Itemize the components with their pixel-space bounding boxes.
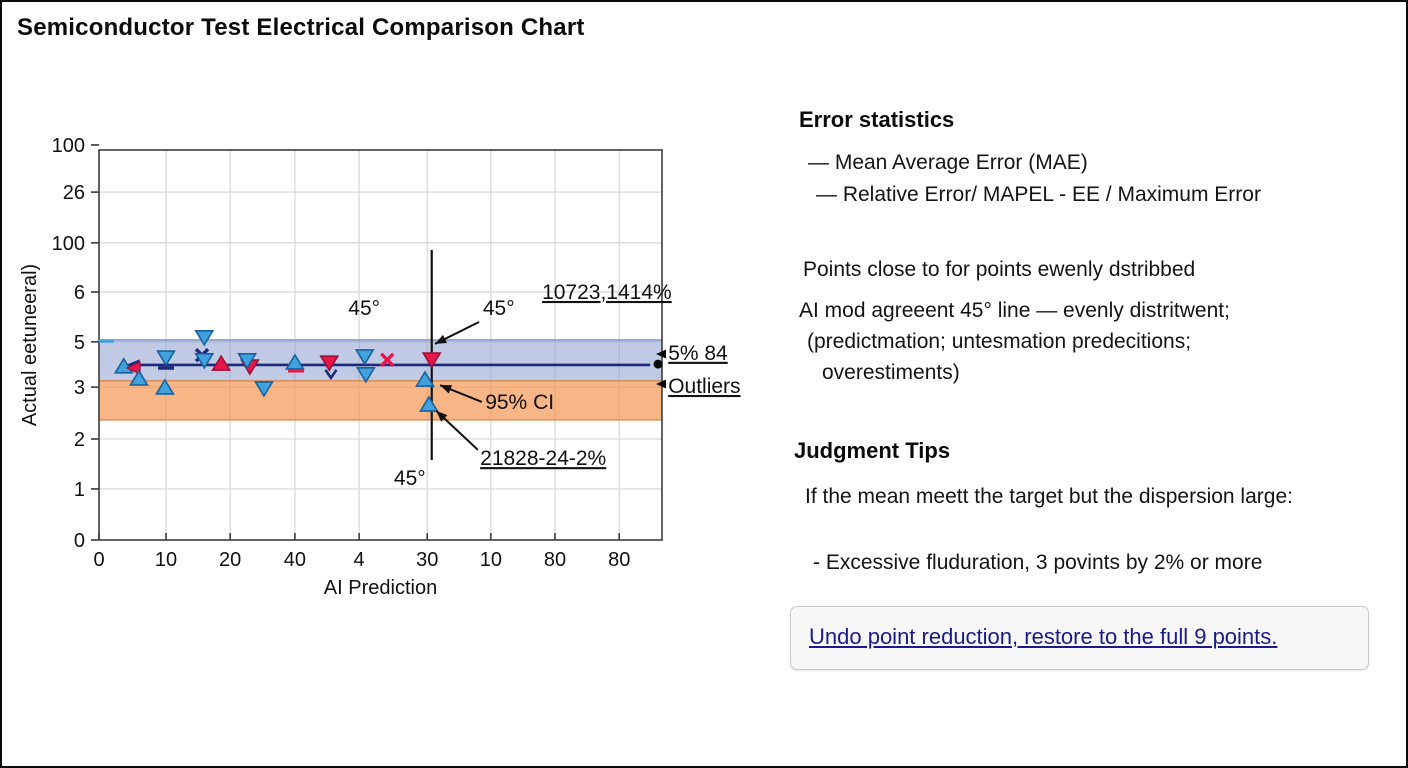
- x-tick-label: 20: [219, 549, 241, 571]
- error-stat-item-relative: — Relative Error/ MAPEL - EE / Maximum E…: [816, 183, 1261, 206]
- x-tick-label: 10: [155, 549, 177, 571]
- page-title: Semiconductor Test Electrical Comparison…: [17, 14, 585, 41]
- y-tick-label: 3: [74, 377, 85, 399]
- x-tick-label: 4: [354, 549, 365, 571]
- data-point-blue-up: [129, 369, 149, 386]
- y-tick-label: 1: [74, 479, 85, 501]
- y-tick-label: 26: [63, 182, 85, 204]
- x-tick-label: 80: [608, 549, 630, 571]
- callout-dot: [653, 359, 663, 369]
- data-point-blue-up: [285, 353, 305, 370]
- data-point-red-down: [421, 352, 442, 369]
- y-tick-label: 0: [74, 530, 85, 552]
- callout-arrow-left: [656, 379, 666, 389]
- data-point-blue-up: [415, 370, 435, 387]
- data-point-red-tri-left: [125, 361, 141, 375]
- y-tick-label: 5: [74, 332, 85, 354]
- data-point-blue-down: [237, 353, 257, 370]
- data-point-blue-up: [418, 395, 439, 412]
- data-point-red-up: [211, 354, 232, 371]
- y-tick-label: 100: [52, 233, 85, 255]
- annotation-label-0: 45°: [348, 297, 380, 320]
- callout-arrow-left: [656, 349, 666, 359]
- data-point-red-x: [380, 352, 395, 368]
- data-point-blue-up: [113, 357, 134, 374]
- x-tick-label: 10: [480, 549, 502, 571]
- annotation-arrowhead: [435, 334, 447, 344]
- note-ai-model-agreement: AI mod agreeent 45° line — evenly distri…: [799, 299, 1230, 322]
- x-axis-label: AI Prediction: [324, 577, 437, 599]
- x-tick-label: 30: [416, 549, 438, 571]
- undo-link-box[interactable]: Undo point reduction, restore to the ful…: [790, 606, 1369, 670]
- error-stat-item-mae: — Mean Average Error (MAE): [808, 151, 1088, 174]
- plot-frame: [98, 149, 663, 541]
- data-point-navy-vee: [324, 369, 338, 381]
- data-point-blue-up: [154, 378, 175, 395]
- data-point-blue-down: [355, 367, 376, 384]
- comparison-chart: 45° 45° 10723,1414% 95% CI 21828-24-2% 45° 5% …: [19, 135, 741, 599]
- x-tick-label: 40: [284, 549, 306, 571]
- undo-point-reduction-link[interactable]: Undo point reduction, restore to the ful…: [809, 624, 1278, 649]
- annotation-label-3: 95% CI: [485, 391, 554, 414]
- annotation-label-1: 45°: [483, 297, 515, 320]
- y-tick-label: 100: [52, 135, 85, 157]
- annotation-arrowhead: [436, 410, 448, 422]
- data-point-blue-down: [156, 350, 176, 367]
- data-point-blue-down: [354, 349, 375, 366]
- note-points-distribution: Points close to for points ewenly dstrib…: [803, 258, 1196, 281]
- annotation-arrowhead: [440, 385, 453, 394]
- y-tick-label: 2: [74, 429, 85, 451]
- ci-band-orange: [99, 380, 662, 420]
- data-point-red-down: [319, 355, 340, 372]
- x-tick-label: 0: [93, 549, 104, 571]
- data-point-blue-down: [194, 330, 215, 347]
- y-axis-label: Actual eetuneeral): [19, 264, 41, 426]
- annotation-label-2: 10723,1414%: [542, 281, 672, 304]
- x-tick-label: 80: [544, 549, 566, 571]
- annotation-label-5: 45°: [394, 467, 426, 490]
- judgment-tips-heading: Judgment Tips: [794, 438, 951, 463]
- judgment-tip-dispersion: If the mean meett the target but the dis…: [805, 485, 1293, 508]
- y-tick-label: 6: [74, 282, 85, 304]
- note-prediction-detail: (predictmation; untesmation predecitions…: [807, 330, 1192, 353]
- data-point-blue-down: [254, 381, 274, 398]
- note-overestimate-detail: overestiments): [822, 361, 960, 384]
- annotation-label-7: Outliers: [668, 375, 740, 398]
- annotation-label-4: 21828-24-2%: [480, 447, 606, 470]
- error-statistics-heading: Error statistics: [799, 107, 955, 132]
- annotation-label-6: 5% 84: [668, 342, 728, 365]
- data-point-blue-down: [194, 353, 215, 370]
- ci-band-blue: [99, 339, 662, 381]
- judgment-tip-fluctuation: - Excessive fluduration, 3 povints by 2%…: [813, 551, 1263, 574]
